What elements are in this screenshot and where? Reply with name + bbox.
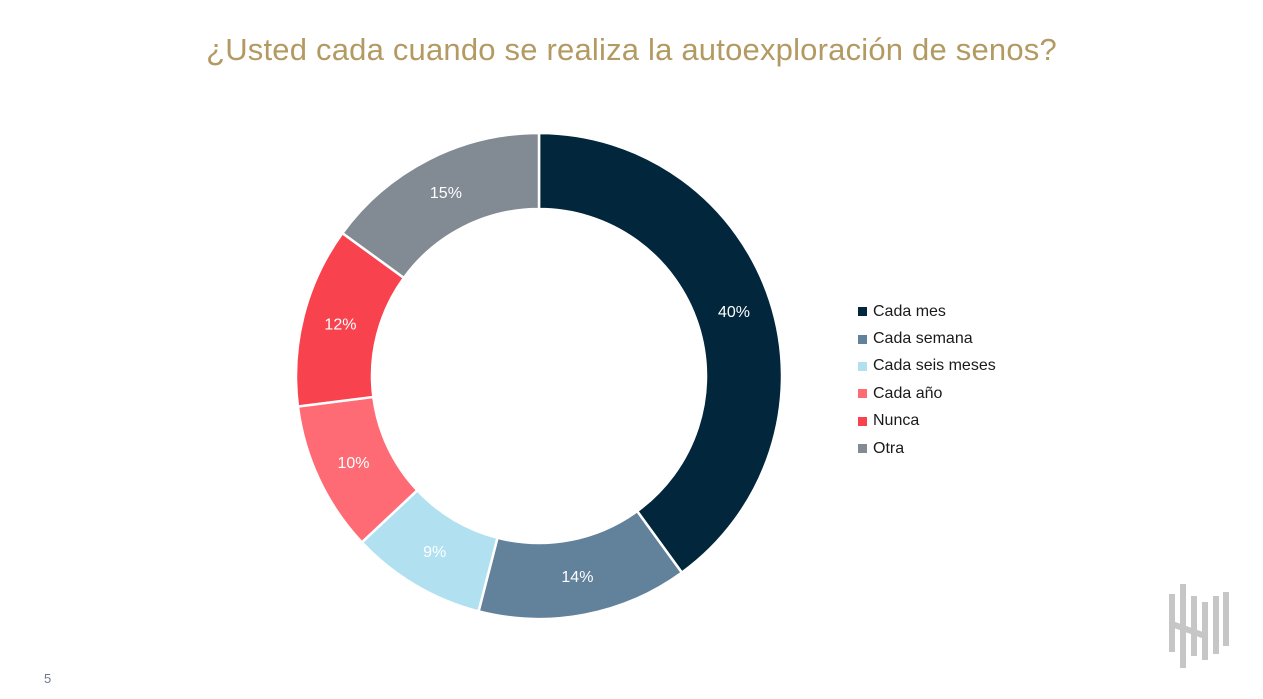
legend-item: Cada año: [858, 380, 996, 407]
donut-data-labels: 40% 14% 9% 10% 12% 15%: [324, 185, 750, 586]
donut-data-label-4: 12%: [324, 317, 356, 334]
legend-label: Cada año: [873, 384, 943, 402]
donut-data-label-5: 15%: [430, 185, 462, 202]
legend-swatch: [858, 444, 867, 454]
legend-item: Otra: [858, 435, 996, 462]
chart-legend: Cada mes Cada semana Cada seis meses Cada a…: [858, 298, 996, 462]
legend-item: Cada seis meses: [858, 353, 996, 380]
legend-label: Cada mes: [873, 302, 946, 320]
legend-swatch: [858, 334, 867, 344]
legend-item: Cada semana: [858, 325, 996, 352]
legend-label: Otra: [873, 439, 905, 457]
legend-swatch: [858, 389, 867, 399]
legend-item: Cada mes: [858, 298, 996, 325]
legend-swatch: [858, 416, 867, 426]
page-number: 5: [44, 671, 52, 686]
brand-logo-icon: [1169, 584, 1229, 668]
legend-swatch: [858, 361, 867, 371]
legend-label: Nunca: [873, 412, 920, 430]
donut-slice-0: [537, 131, 784, 575]
legend-item: Nunca: [858, 408, 996, 435]
donut-data-label-1: 14%: [561, 569, 593, 586]
legend-swatch: [858, 307, 867, 317]
legend-label: Cada semana: [873, 330, 973, 348]
donut-slices: [294, 131, 784, 621]
donut-data-label-2: 9%: [423, 544, 446, 561]
donut-data-label-0: 40%: [718, 304, 750, 321]
chart-title: ¿Usted cada cuando se realiza la autoexp…: [206, 32, 1057, 67]
legend-label: Cada seis meses: [873, 357, 996, 375]
donut-slice-5: [340, 131, 541, 280]
donut-data-label-3: 10%: [337, 455, 369, 472]
